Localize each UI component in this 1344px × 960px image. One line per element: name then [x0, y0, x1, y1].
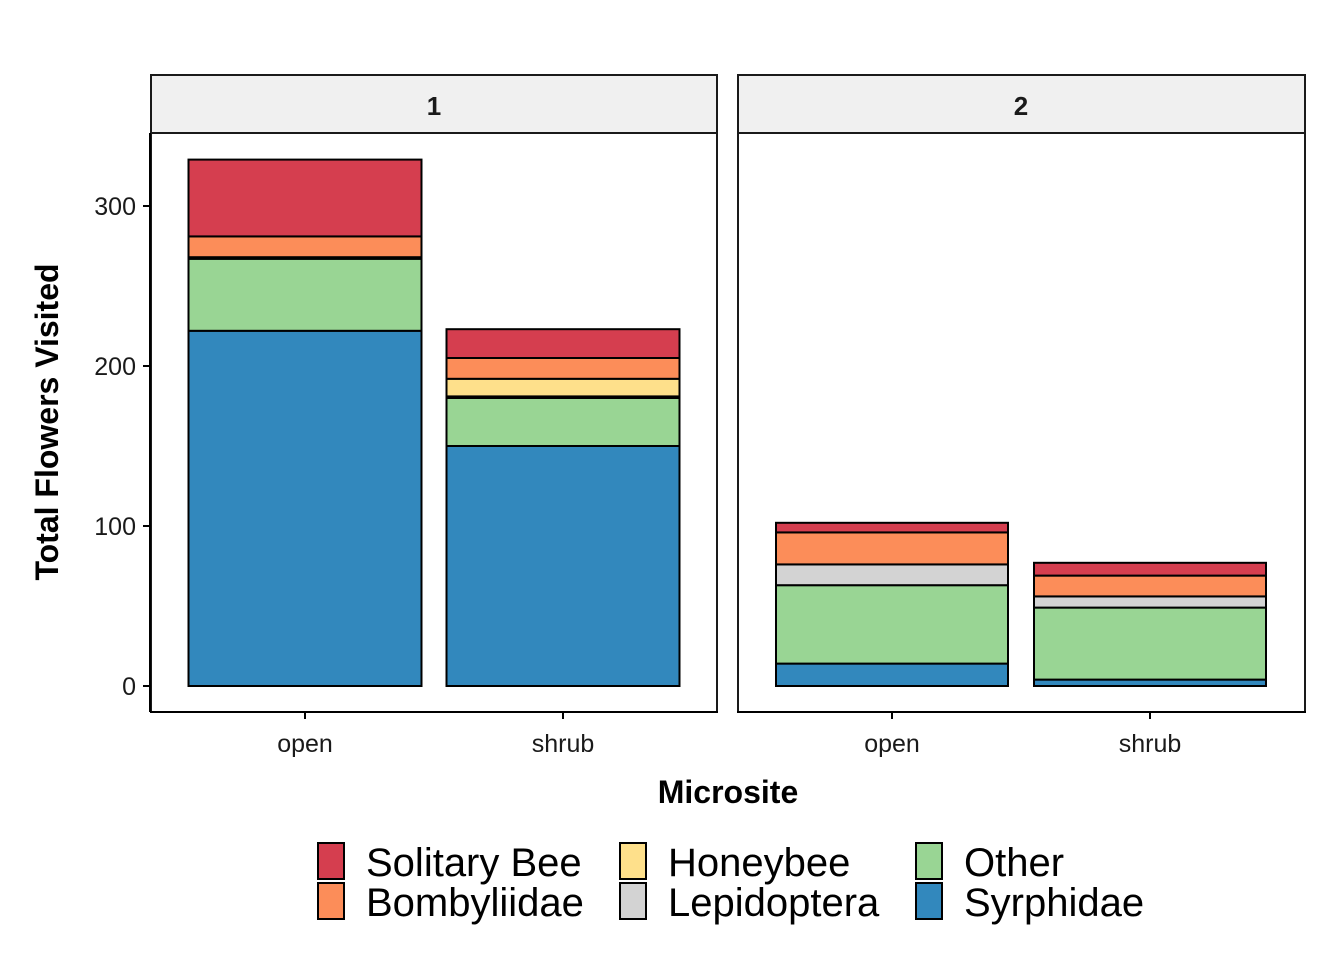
legend-key-honeybee [619, 842, 647, 880]
facet-panel-2: 2 [737, 74, 1306, 713]
x-tick-label-shrub-facet-2: shrub [1119, 730, 1182, 758]
bars-facet-2 [775, 521, 1267, 687]
legend-label-solitary-bee: Solitary Bee [366, 841, 582, 885]
legend-label-lepidoptera: Lepidoptera [668, 881, 880, 925]
x-tick-label-shrub-facet-1: shrub [532, 730, 595, 758]
bar-segment-solitary-bee-open-facet-1 [187, 158, 423, 238]
bar-segment-other-shrub-facet-1 [445, 397, 681, 447]
bar-segment-syrphidae-open-facet-2 [775, 662, 1009, 687]
y-axis-title: Total Flowers Visited [29, 263, 65, 580]
legend-label-syrphidae: Syrphidae [964, 881, 1144, 925]
legend-label-honeybee: Honeybee [668, 841, 850, 885]
legend-key-lepidoptera [619, 882, 647, 920]
facet-strip-label-2: 2 [1014, 91, 1028, 121]
bar-segment-lepidoptera-shrub-facet-2 [1033, 595, 1267, 609]
bar-segment-bombyliidae-shrub-facet-2 [1033, 574, 1267, 598]
y-tick-label: 100 [94, 513, 136, 541]
facet-strip-1 [150, 74, 718, 134]
legend-key-syrphidae [915, 882, 943, 920]
bar-segment-lepidoptera-open-facet-2 [775, 563, 1009, 587]
legend-key-other [915, 842, 943, 880]
x-axis: open shrub open shrub [150, 711, 1306, 758]
facet-strip-label-1: 1 [427, 91, 441, 121]
bar-segment-other-open-facet-1 [187, 257, 423, 332]
legend-key-solitary-bee [317, 842, 345, 880]
bar-segment-other-open-facet-2 [775, 584, 1009, 665]
y-axis: 0 100 200 300 [94, 133, 151, 712]
bar-segment-bombyliidae-open-facet-2 [775, 531, 1009, 566]
bar-segment-bombyliidae-shrub-facet-1 [445, 357, 681, 380]
y-tick-label: 200 [94, 353, 136, 381]
bar-segment-other-shrub-facet-2 [1033, 606, 1267, 681]
bar-segment-solitary-bee-shrub-facet-1 [445, 328, 681, 360]
bar-segment-solitary-bee-shrub-facet-2 [1033, 561, 1267, 577]
facet-panel-1: 1 [150, 74, 718, 713]
bar-segment-syrphidae-shrub-facet-1 [445, 445, 681, 687]
x-tick-label-open-facet-2: open [864, 730, 920, 758]
y-tick-label: 300 [94, 193, 136, 221]
bar-segment-honeybee-shrub-facet-1 [445, 377, 681, 398]
legend-key-bombyliidae [317, 882, 345, 920]
bar-segment-solitary-bee-open-facet-2 [775, 521, 1009, 534]
bar-segment-syrphidae-open-facet-1 [187, 329, 423, 687]
bars-facet-1 [187, 158, 681, 687]
legend-label-bombyliidae: Bombyliidae [366, 881, 584, 925]
y-tick-label: 0 [122, 673, 136, 701]
legend-label-other: Other [964, 841, 1064, 885]
x-axis-title: Microsite [658, 774, 798, 810]
bar-segment-bombyliidae-open-facet-1 [187, 235, 423, 259]
x-tick-label-open-facet-1: open [277, 730, 333, 758]
facet-strip-2 [737, 74, 1306, 134]
